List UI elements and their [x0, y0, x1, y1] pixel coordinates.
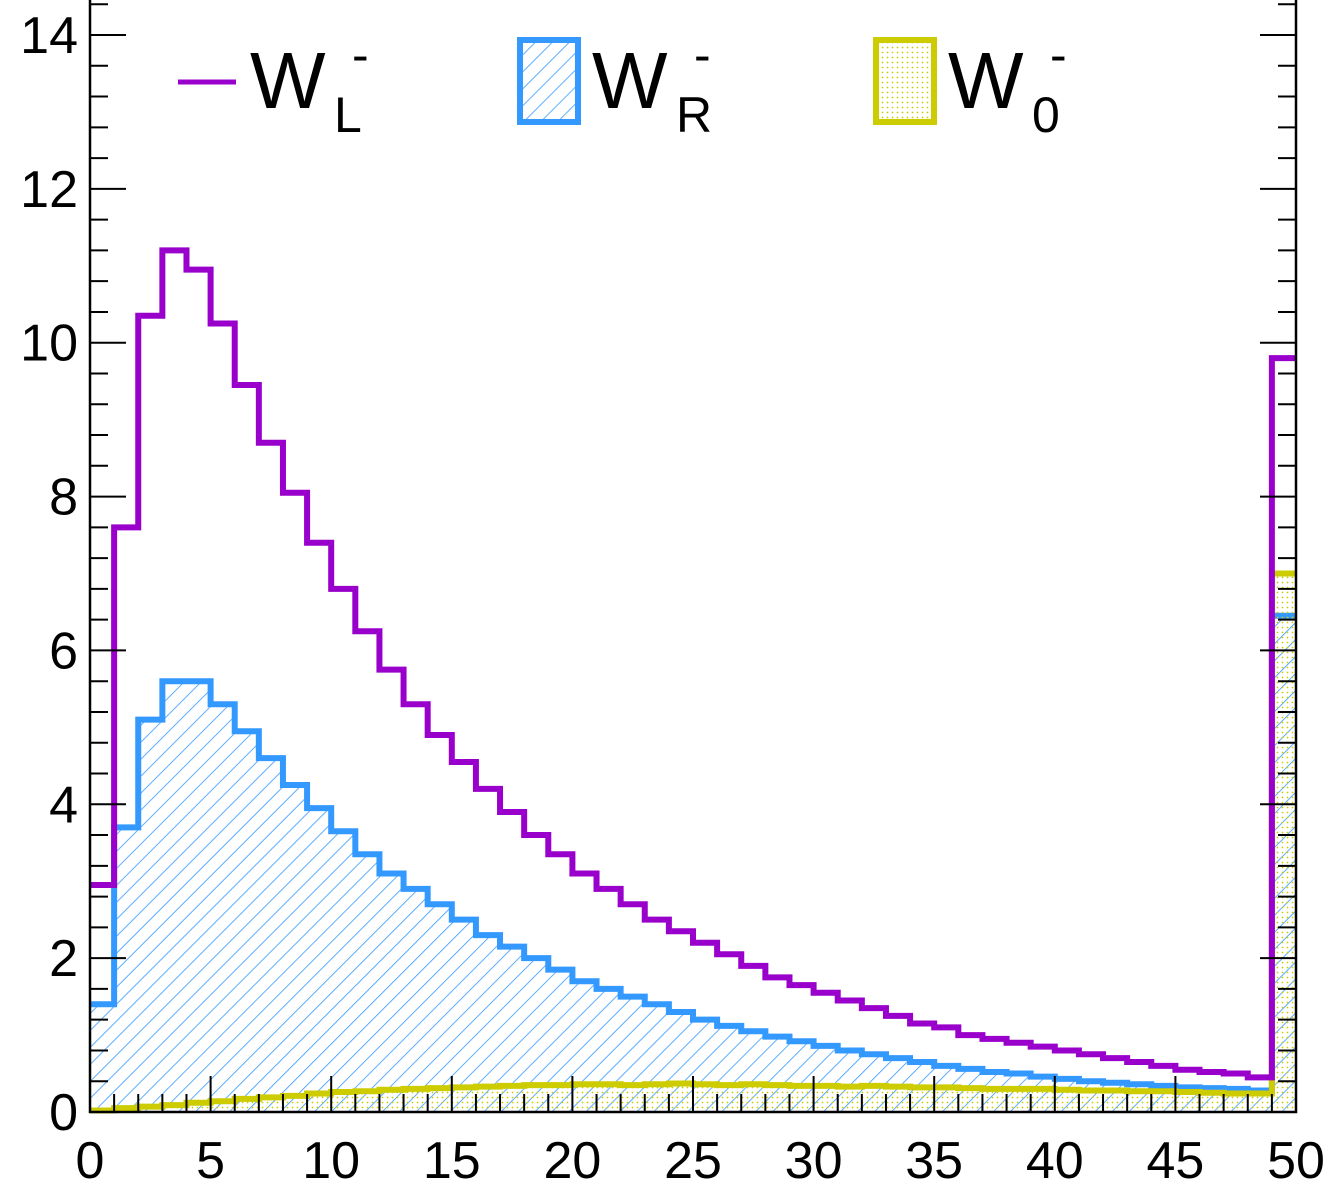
y-tick-label: 0 — [49, 1084, 78, 1142]
y-tick-label: 8 — [49, 469, 78, 527]
series-fill — [90, 615, 1296, 1112]
x-tick-label: 30 — [785, 1132, 843, 1188]
legend-label-sub: L — [334, 87, 362, 143]
legend-label-sub: R — [676, 87, 712, 143]
x-tick-label: 5 — [196, 1132, 225, 1188]
series-r — [90, 612, 1296, 1112]
series-l — [90, 247, 1296, 1081]
legend-hatch-swatch — [517, 37, 581, 125]
y-tick-label: 14 — [20, 7, 78, 65]
legend-label-sup: - — [694, 27, 711, 83]
legend-label-sup: - — [1050, 27, 1067, 83]
series-line — [90, 247, 1296, 1081]
legend-label-main: W — [592, 36, 668, 125]
x-tick-label: 45 — [1146, 1132, 1204, 1188]
y-tick-label: 12 — [20, 161, 78, 219]
x-tick-label: 25 — [664, 1132, 722, 1188]
x-tick-label: 50 — [1267, 1132, 1325, 1188]
legend-label-main: W — [948, 36, 1024, 125]
x-tick-label: 15 — [423, 1132, 481, 1188]
x-tick-label: 0 — [76, 1132, 105, 1188]
x-tick-label: 35 — [905, 1132, 963, 1188]
legend-label-main: W — [250, 36, 326, 125]
legend-dotted-swatch — [873, 37, 937, 125]
x-tick-label: 10 — [302, 1132, 360, 1188]
legend-label-sup: - — [352, 27, 369, 83]
x-tick-label: 40 — [1026, 1132, 1084, 1188]
y-tick-label: 2 — [49, 930, 78, 988]
legend: W L - W R - W 0 - — [178, 27, 1067, 143]
series-layer — [90, 247, 1296, 1114]
axes-layer: 0 2 4 6 8 10 12 14 0 5 10 15 20 25 30 35 40 45 50 — [20, 0, 1325, 1188]
series-outline — [90, 612, 1296, 1094]
plot-area: 0 2 4 6 8 10 12 14 0 5 10 15 20 25 30 35 40 45 50 — [20, 0, 1325, 1188]
y-tick-label: 6 — [49, 622, 78, 680]
x-tick-label: 20 — [543, 1132, 601, 1188]
y-tick-label: 4 — [49, 776, 78, 834]
y-tick-label: 10 — [20, 315, 78, 373]
legend-label-sub: 0 — [1032, 87, 1060, 143]
